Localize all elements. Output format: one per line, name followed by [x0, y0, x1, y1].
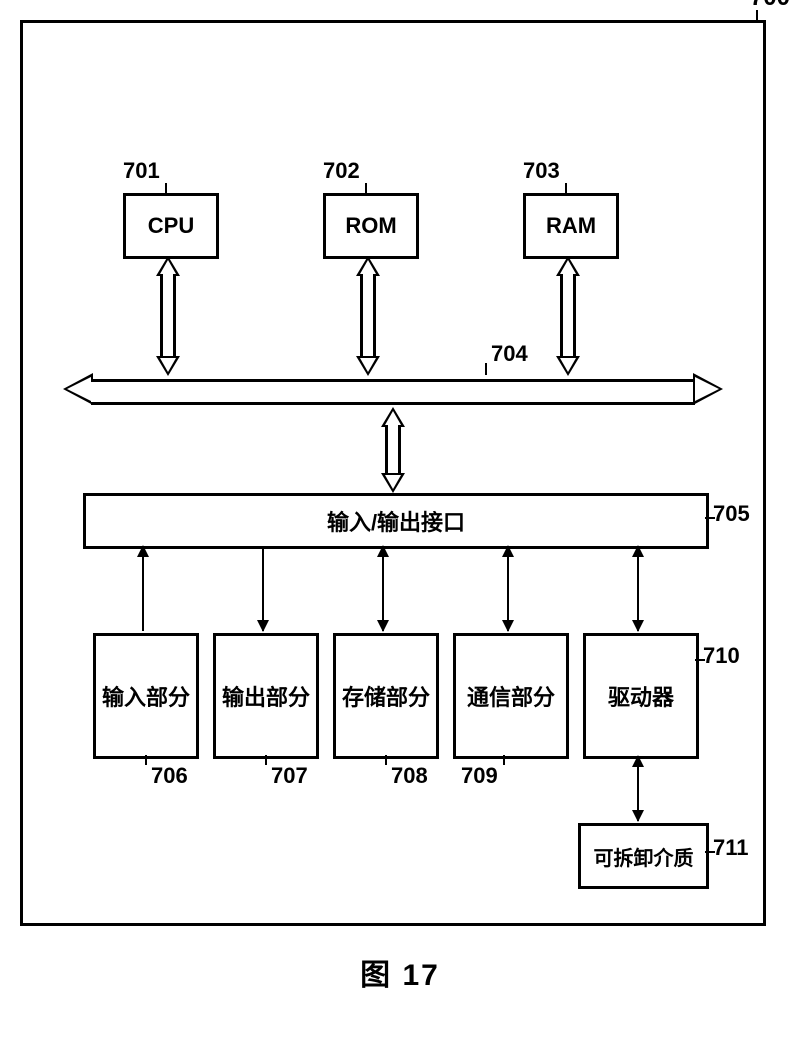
io-interface-label: 输入/输出接口 — [327, 505, 465, 537]
storage-box: 存储部分 — [333, 633, 439, 759]
storage-label: 存储部分 — [342, 680, 430, 712]
output-box: 输出部分 — [213, 633, 319, 759]
arrow-io-storage — [382, 546, 384, 631]
arrow-io-comm — [507, 546, 509, 631]
ram-box: RAM — [523, 193, 619, 259]
removable-ref: 711 — [713, 835, 749, 861]
io-ref: 705 — [713, 501, 750, 527]
drive-box: 驱动器 — [583, 633, 699, 759]
ram-ref-leader — [565, 183, 567, 193]
arrow-bus-io — [381, 407, 405, 493]
arrow-cpu-bus — [156, 256, 180, 376]
arrow-io-input — [142, 546, 144, 631]
bus-ref-leader — [485, 363, 487, 375]
drive-ref: 710 — [703, 643, 740, 669]
input-label: 输入部分 — [102, 680, 190, 712]
figure-page: 700 CPU 701 ROM 702 RAM 703 — [20, 20, 780, 994]
bus-arrow — [63, 373, 723, 405]
removable-box: 可拆卸介质 — [578, 823, 709, 889]
arrow-io-drive — [637, 546, 639, 631]
outer-frame: CPU 701 ROM 702 RAM 703 704 — [20, 20, 766, 926]
cpu-label: CPU — [148, 213, 194, 239]
arrow-io-output — [262, 546, 264, 631]
input-ref-leader — [145, 755, 147, 765]
storage-ref-leader — [385, 755, 387, 765]
input-box: 输入部分 — [93, 633, 199, 759]
comm-label: 通信部分 — [467, 680, 555, 712]
drive-label: 驱动器 — [608, 680, 674, 712]
comm-box: 通信部分 — [453, 633, 569, 759]
cpu-ref: 701 — [123, 158, 160, 184]
bus-ref: 704 — [491, 341, 528, 367]
io-interface-box: 输入/输出接口 — [83, 493, 709, 549]
removable-ref-leader — [705, 851, 715, 853]
comm-ref: 709 — [461, 763, 498, 789]
ram-ref: 703 — [523, 158, 560, 184]
output-label: 输出部分 — [222, 680, 310, 712]
input-ref: 706 — [151, 763, 188, 789]
rom-ref: 702 — [323, 158, 360, 184]
storage-ref: 708 — [391, 763, 428, 789]
arrow-drive-removable — [637, 756, 639, 821]
comm-ref-leader — [503, 755, 505, 765]
drive-ref-leader — [695, 659, 705, 661]
cpu-box: CPU — [123, 193, 219, 259]
cpu-ref-leader — [165, 183, 167, 193]
rom-ref-leader — [365, 183, 367, 193]
rom-label: ROM — [345, 213, 396, 239]
ram-label: RAM — [546, 213, 596, 239]
figure-caption: 图 17 — [20, 950, 780, 994]
arrow-rom-bus — [356, 256, 380, 376]
arrow-ram-bus — [556, 256, 580, 376]
io-ref-leader — [705, 517, 715, 519]
output-ref: 707 — [271, 763, 308, 789]
removable-label: 可拆卸介质 — [594, 842, 694, 871]
rom-box: ROM — [323, 193, 419, 259]
output-ref-leader — [265, 755, 267, 765]
